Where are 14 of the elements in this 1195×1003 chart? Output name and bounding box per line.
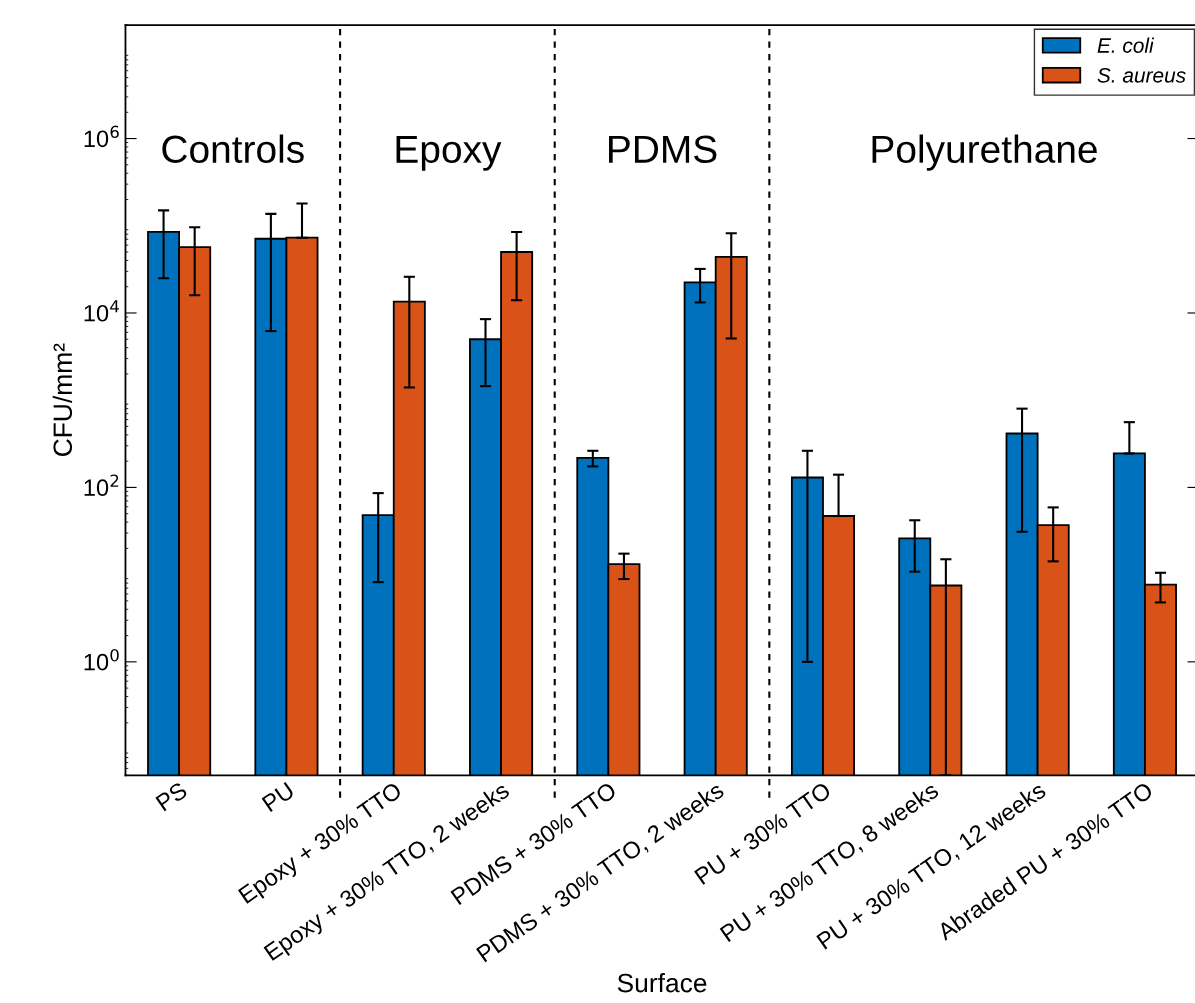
legend-label: S. aureus xyxy=(1097,67,1186,83)
y-axis-title: CFU/mm² xyxy=(52,343,73,457)
x-tick-label: PS xyxy=(155,781,189,812)
annotation: Polyurethane xyxy=(872,134,1097,171)
legend-label: E. coli xyxy=(1097,37,1155,53)
annotation: Epoxy xyxy=(396,135,502,171)
annotation: PDMS xyxy=(609,135,717,164)
annotation: Controls xyxy=(162,134,304,164)
y-tick-label: 10$^{6}$ xyxy=(84,125,119,148)
x-tick-label: PU xyxy=(261,781,295,813)
y-tick-label: 10$^{0}$ xyxy=(84,648,119,671)
y-tick-label: 10$^{4}$ xyxy=(84,300,119,322)
x-axis-title: Surface xyxy=(617,973,707,993)
y-tick-label: 10$^{2}$ xyxy=(84,474,119,497)
